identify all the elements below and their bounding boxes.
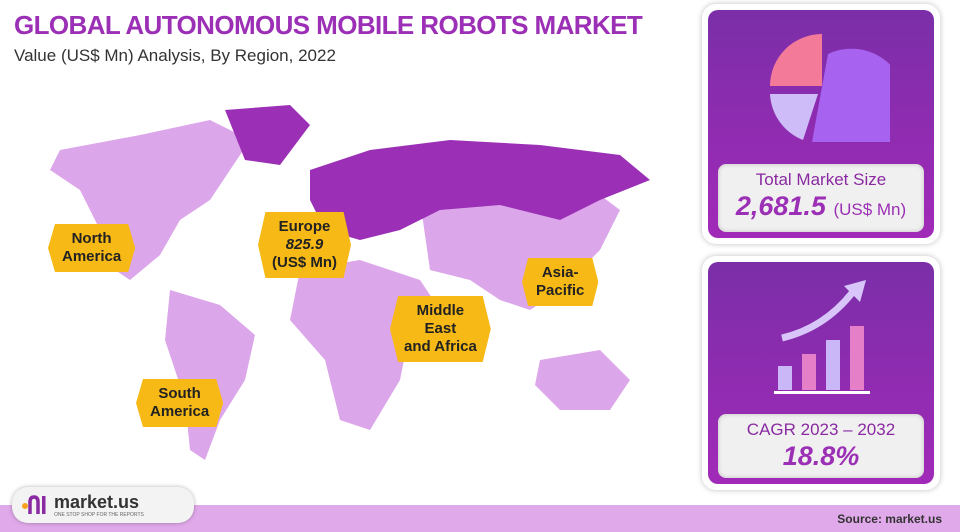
region-oceania — [535, 350, 630, 410]
market-size-box: Total Market Size 2,681.5 (US$ Mn) — [718, 164, 924, 232]
market-size-value: 2,681.5 — [735, 191, 826, 221]
label-text: (US$ Mn) — [272, 254, 337, 271]
label-text: Asia- — [541, 264, 579, 281]
market-size-card: Total Market Size 2,681.5 (US$ Mn) — [702, 4, 940, 244]
label-text: America — [150, 403, 210, 420]
region-north-america — [50, 120, 250, 280]
cagr-label: CAGR 2023 – 2032 — [746, 420, 896, 439]
page-title: GLOBAL AUTONOMOUS MOBILE ROBOTS MARKET — [14, 10, 643, 40]
cagr-box: CAGR 2023 – 2032 18.8% — [718, 414, 924, 478]
label-asia-pacific: Asia- Pacific — [522, 258, 599, 306]
cagr-card: CAGR 2023 – 2032 18.8% — [702, 256, 940, 490]
europe-value: 825.9 — [285, 236, 324, 253]
label-middle-east-africa: Middle East and Africa — [390, 296, 491, 362]
label-south-america: South America — [136, 379, 224, 427]
region-greenland — [225, 105, 310, 165]
market-size-label: Total Market Size — [755, 170, 887, 189]
label-text: America — [62, 248, 122, 265]
region-south-america — [165, 290, 255, 460]
label-text: East — [424, 320, 457, 337]
label-text: Europe — [278, 218, 331, 235]
label-text: South — [158, 385, 201, 402]
page-subtitle: Value (US$ Mn) Analysis, By Region, 2022 — [14, 46, 336, 65]
region-europe-russia — [310, 140, 650, 240]
cagr-value: 18.8% — [782, 441, 860, 471]
logo-mark-icon — [22, 495, 46, 514]
source-text: Source: market.us — [837, 512, 942, 526]
pie-chart-icon — [770, 34, 890, 142]
logo-tagline: ONE STOP SHOP FOR THE REPORTS — [54, 511, 144, 518]
label-text: and Africa — [404, 338, 477, 355]
marketus-logo: market.us ONE STOP SHOP FOR THE REPORTS — [12, 487, 194, 523]
logo-text: market.us — [54, 491, 140, 512]
growth-bar-chart-icon — [774, 280, 870, 394]
label-europe: Europe 825.9 (US$ Mn) — [258, 212, 351, 278]
label-north-america: North America — [48, 224, 136, 272]
market-size-unit: (US$ Mn) — [833, 200, 907, 219]
label-text: Middle — [416, 302, 465, 319]
label-text: North — [71, 230, 112, 247]
label-text: Pacific — [536, 282, 585, 299]
